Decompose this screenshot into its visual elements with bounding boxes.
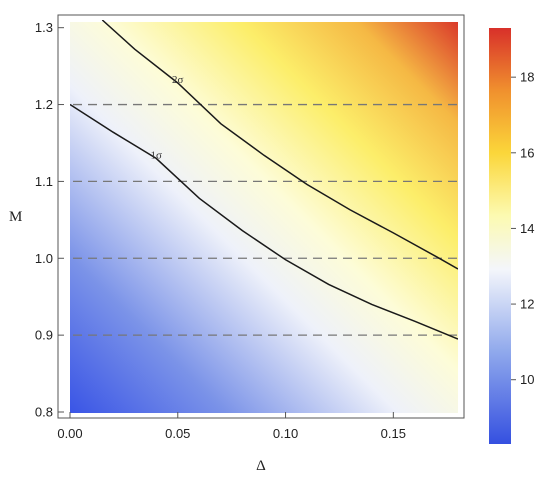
y-tick-label: 1.1 bbox=[35, 174, 53, 189]
y-axis-title: M bbox=[9, 209, 22, 225]
y-tick-label: 1.2 bbox=[35, 97, 53, 112]
y-tick-label: 0.8 bbox=[35, 405, 53, 420]
plot-frame bbox=[57, 14, 465, 419]
x-axis-title: Δ bbox=[256, 458, 266, 474]
colorbar bbox=[489, 28, 511, 444]
x-axis-ticks: 0.00 0.05 0.10 0.15 bbox=[57, 412, 406, 441]
contour-label-1sigma: 1σ bbox=[151, 149, 163, 161]
contour-2sigma bbox=[101, 20, 458, 270]
contour-labels: 1σ 2σ bbox=[151, 74, 184, 161]
colorbar-tick-label: 18 bbox=[520, 70, 534, 85]
colorbar-tick-label: 12 bbox=[520, 297, 534, 312]
contour-label-2sigma: 2σ bbox=[172, 74, 184, 86]
heatmap-surface bbox=[70, 22, 458, 413]
colorbar-tick-label: 14 bbox=[520, 221, 534, 236]
contour-lines bbox=[70, 20, 458, 340]
x-tick-label: 0.10 bbox=[273, 426, 298, 441]
contour-1sigma bbox=[70, 103, 458, 340]
y-tick-label: 0.9 bbox=[35, 328, 53, 343]
colorbar-tick-label: 16 bbox=[520, 145, 534, 160]
x-tick-label: 0.00 bbox=[57, 426, 82, 441]
y-tick-label: 1.3 bbox=[35, 20, 53, 35]
y-tick-label: 1.0 bbox=[35, 251, 53, 266]
x-tick-label: 0.15 bbox=[381, 426, 406, 441]
colorbar-ticks: 10 12 14 16 18 bbox=[511, 70, 534, 387]
reference-lines bbox=[70, 103, 458, 336]
y-axis-ticks: 0.8 0.9 1.0 1.1 1.2 1.3 bbox=[35, 20, 64, 420]
colorbar-tick-label: 10 bbox=[520, 372, 534, 387]
x-tick-label: 0.05 bbox=[165, 426, 190, 441]
